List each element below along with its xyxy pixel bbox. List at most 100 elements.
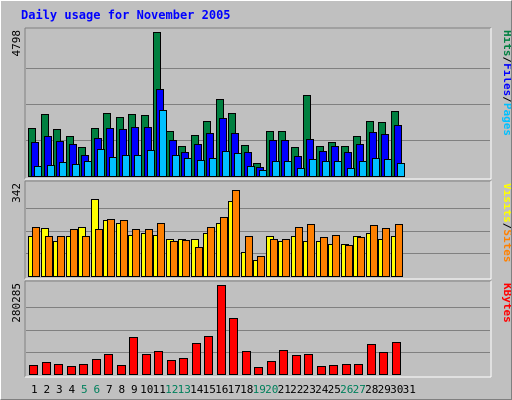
legend-separator: / <box>501 223 511 230</box>
bar-pages-day-6 <box>97 149 105 177</box>
bar-sites-day-11 <box>157 223 165 277</box>
day-label-12: 12 <box>165 383 178 396</box>
bar-kbytes-day-29 <box>379 352 388 375</box>
day-label-31: 31 <box>403 383 416 396</box>
bar-sites-day-14 <box>195 247 203 277</box>
bar-pages-day-29 <box>384 159 392 177</box>
bar-sites-day-22 <box>295 227 303 277</box>
bar-sites-day-19 <box>257 256 265 277</box>
day-labels: 1 2 3 4 5 6 7 8 9 10 11 12 13 14 15 16 17 18 19 20 21 22 23 24 2… <box>31 383 416 396</box>
bar-sites-day-17 <box>232 190 240 277</box>
bar-pages-day-3 <box>59 162 67 177</box>
bar-kbytes-day-30 <box>392 342 401 375</box>
bar-sites-day-24 <box>320 237 328 277</box>
bar-sites-day-9 <box>132 229 140 277</box>
bar-kbytes-day-11 <box>154 351 163 375</box>
legend-files: Files <box>501 63 511 96</box>
bar-sites-day-15 <box>207 227 215 277</box>
bar-sites-day-25 <box>332 235 340 277</box>
day-label-21: 21 <box>278 383 291 396</box>
bar-kbytes-day-15 <box>204 336 213 375</box>
bar-pages-day-16 <box>222 151 230 177</box>
bar-sites-day-5 <box>82 236 90 277</box>
bar-kbytes-day-19 <box>254 367 263 375</box>
day-label-19: 19 <box>253 383 266 396</box>
bar-pages-day-10 <box>147 150 155 177</box>
bar-pages-day-8 <box>122 155 130 177</box>
bar-kbytes-day-20 <box>267 361 276 375</box>
bar-pages-day-18 <box>247 166 255 177</box>
bar-pages-day-12 <box>172 155 180 177</box>
bar-sites-day-6 <box>95 229 103 277</box>
bar-sites-day-21 <box>282 239 290 277</box>
bar-kbytes-day-10 <box>142 354 151 375</box>
bar-sites-day-27 <box>357 237 365 277</box>
bar-pages-day-1 <box>34 166 42 177</box>
y-max-label: 280285 <box>10 283 23 323</box>
legend-separator: / <box>501 96 511 103</box>
bar-sites-day-18 <box>245 236 253 277</box>
series-kbytes <box>29 285 401 375</box>
day-label-29: 29 <box>378 383 391 396</box>
legend-sites: Sites <box>501 229 511 262</box>
chart-panels: 4798Hits/Files/Pages342Visits/Sites28028… <box>10 27 511 378</box>
bar-pages-day-11 <box>159 110 167 177</box>
bar-sites-day-29 <box>382 228 390 277</box>
bar-pages-day-26 <box>347 168 355 177</box>
bar-kbytes-day-16 <box>217 285 226 375</box>
bar-pages-day-23 <box>309 159 317 177</box>
series-legend-hits: Hits/Files/Pages <box>501 30 511 136</box>
bar-sites-day-13 <box>182 240 190 277</box>
day-label-23: 23 <box>303 383 316 396</box>
bar-kbytes-day-24 <box>317 366 326 375</box>
day-label-22: 22 <box>290 383 303 396</box>
day-label-3: 3 <box>56 383 63 396</box>
bar-pages-day-22 <box>297 168 305 177</box>
bar-kbytes-day-8 <box>117 365 126 375</box>
bar-pages-day-7 <box>109 157 117 177</box>
bar-kbytes-day-3 <box>54 364 63 375</box>
legend-hits: Hits <box>501 30 511 57</box>
day-label-13: 13 <box>178 383 191 396</box>
bar-kbytes-day-18 <box>242 351 251 375</box>
bar-kbytes-day-21 <box>279 350 288 375</box>
bar-sites-day-1 <box>32 227 40 277</box>
bar-pages-day-21 <box>284 161 292 177</box>
bar-pages-day-28 <box>372 158 380 177</box>
legend-kbytes: KBytes <box>501 283 511 323</box>
day-label-11: 11 <box>153 383 166 396</box>
bar-kbytes-day-4 <box>67 366 76 375</box>
bar-sites-day-10 <box>145 229 153 277</box>
bar-pages-day-30 <box>397 163 405 177</box>
day-label-5: 5 <box>81 383 88 396</box>
bar-kbytes-day-7 <box>104 354 113 375</box>
day-label-7: 7 <box>106 383 113 396</box>
y-max-label: 4798 <box>10 30 23 57</box>
bar-kbytes-day-28 <box>367 344 376 375</box>
bar-kbytes-day-6 <box>92 359 101 375</box>
day-label-30: 30 <box>390 383 403 396</box>
bar-kbytes-day-25 <box>329 365 338 375</box>
day-label-15: 15 <box>203 383 216 396</box>
bar-kbytes-day-9 <box>129 337 138 375</box>
day-label-8: 8 <box>118 383 125 396</box>
day-label-10: 10 <box>140 383 153 396</box>
bar-sites-day-3 <box>57 236 65 277</box>
bar-kbytes-day-26 <box>342 364 351 375</box>
series-legend-visits: Visits/Sites <box>501 183 511 263</box>
bar-sites-day-30 <box>395 224 403 277</box>
day-label-1: 1 <box>31 383 38 396</box>
bar-sites-day-26 <box>345 245 353 277</box>
bar-kbytes-day-22 <box>292 355 301 375</box>
bar-pages-day-2 <box>47 165 55 177</box>
day-label-17: 17 <box>228 383 241 396</box>
y-max-label: 342 <box>10 183 23 203</box>
chart-title: Daily usage for November 2005 <box>21 8 231 22</box>
bar-pages-day-20 <box>272 161 280 177</box>
bar-pages-day-4 <box>72 164 80 177</box>
day-label-16: 16 <box>215 383 228 396</box>
bar-kbytes-day-23 <box>304 354 313 375</box>
panel-visits: 342 Visits/Sites <box>10 180 511 280</box>
